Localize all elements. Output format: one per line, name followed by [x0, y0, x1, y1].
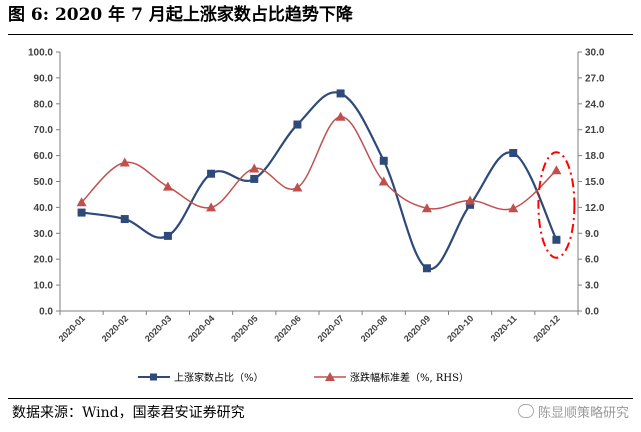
- x-tick-label: 2020-06: [272, 313, 302, 343]
- series-2-point: [76, 197, 87, 207]
- wechat-icon: [517, 404, 534, 418]
- y-tick-label: 60.0: [34, 151, 54, 162]
- y2-tick-label: 24.0: [585, 99, 605, 110]
- series-1-point: [552, 235, 561, 244]
- y2-tick-label: 0.0: [585, 307, 599, 318]
- series-1-point: [207, 169, 216, 178]
- y2-tick-label: 15.0: [585, 177, 605, 188]
- series-1-point: [379, 156, 388, 165]
- series-2-point: [551, 165, 562, 175]
- watermark-text: 陈显顺策略研究: [537, 406, 629, 421]
- highlight-ellipse: [537, 151, 576, 259]
- y2-tick-label: 12.0: [585, 203, 605, 214]
- series-1-point: [120, 215, 129, 224]
- chart-title: 图 6: 2020 年 7 月起上涨家数占比趋势下降: [8, 5, 353, 25]
- x-tick-label: 2020-07: [316, 313, 346, 343]
- series-line-1: [81, 91, 558, 271]
- series-2-point: [335, 111, 346, 121]
- series-2-point: [378, 176, 389, 186]
- y-tick-label: 20.0: [34, 255, 54, 266]
- y-tick-label: 40.0: [34, 203, 54, 214]
- y-tick-label: 0.0: [39, 307, 53, 318]
- x-tick-label: 2020-05: [229, 313, 259, 343]
- x-tick-label: 2020-04: [186, 313, 216, 343]
- y-tick-label: 70.0: [34, 125, 54, 136]
- series-2-point: [421, 203, 432, 213]
- series-2-point: [465, 195, 476, 205]
- series-1-point: [336, 89, 345, 98]
- y2-tick-label: 21.0: [585, 125, 605, 136]
- series-2-point: [508, 203, 519, 213]
- series-2-point: [249, 163, 260, 173]
- source-rule: [8, 398, 633, 399]
- legend-label-1: 上涨家数占比（%）: [174, 371, 264, 384]
- legend-label-2: 涨跌幅标准差（%, RHS）: [350, 371, 469, 384]
- x-tick-label: 2020-08: [359, 313, 389, 343]
- series-1-point: [293, 120, 302, 129]
- x-tick-label: 2020-02: [100, 313, 130, 343]
- legend-marker-1: [150, 373, 157, 381]
- y-tick-label: 100.0: [28, 48, 53, 59]
- series-2-point: [162, 181, 173, 191]
- y2-tick-label: 27.0: [585, 73, 605, 84]
- series-1-point: [250, 174, 259, 183]
- series-1-point: [422, 264, 431, 273]
- series-2-point: [119, 157, 130, 167]
- y2-tick-label: 6.0: [585, 255, 599, 266]
- x-tick-label: 2020-03: [143, 313, 173, 343]
- series-1-point: [509, 149, 518, 158]
- x-tick-label: 2020-10: [445, 313, 475, 343]
- series-2-point: [292, 182, 303, 192]
- y2-tick-label: 30.0: [585, 48, 605, 59]
- y2-tick-label: 9.0: [585, 229, 599, 240]
- y-tick-label: 10.0: [34, 281, 54, 292]
- x-tick-label: 2020-11: [489, 313, 519, 343]
- series-1-point: [77, 208, 86, 217]
- y-tick-label: 30.0: [34, 229, 54, 240]
- x-tick-label: 2020-12: [531, 313, 561, 343]
- series-1-point: [466, 200, 475, 209]
- line-chart: 0.0 10.0 20.0 30.0 40.0 50.0 60.0 70.0 80.0 90.0 1…: [28, 48, 605, 385]
- series-line-2: [81, 115, 557, 211]
- title-rule: [8, 34, 633, 35]
- series-2-point: [206, 202, 217, 212]
- legend-marker-2: [325, 372, 335, 381]
- x-tick-label: 2020-01: [57, 313, 87, 343]
- y-tick-label: 80.0: [34, 99, 54, 110]
- series-1-point: [163, 231, 172, 240]
- source-note: 数据来源：Wind，国泰君安证券研究: [12, 405, 245, 421]
- watermark: 陈显顺策略研究: [517, 404, 629, 423]
- y2-tick-label: 3.0: [585, 281, 599, 292]
- y-tick-label: 50.0: [34, 177, 54, 188]
- x-tick-label: 2020-09: [402, 313, 432, 343]
- y-tick-label: 90.0: [34, 73, 54, 84]
- y2-tick-label: 18.0: [585, 151, 605, 162]
